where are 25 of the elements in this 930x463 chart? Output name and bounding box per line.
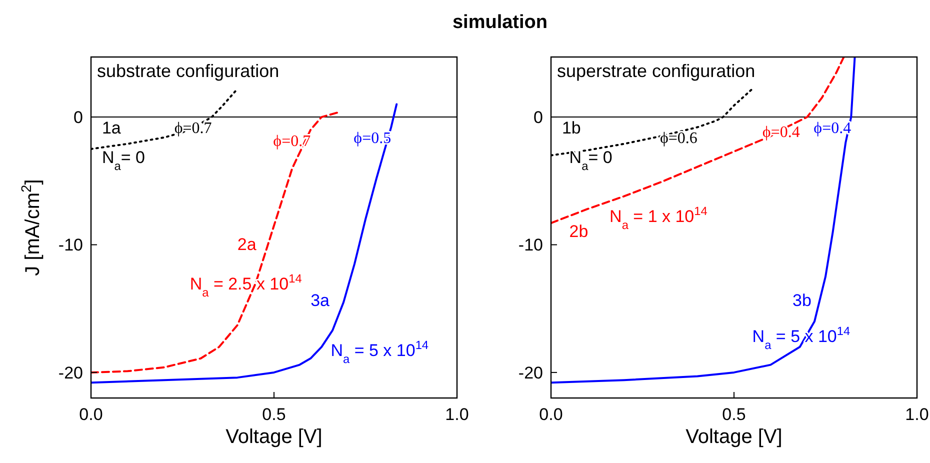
series-label: 1b N$_{a}$= 0 xyxy=(562,118,612,174)
y-tick-label: 0 xyxy=(534,108,543,128)
chart-subtitle: substrate configuration xyxy=(97,61,280,81)
text: 2a N$_{a}$ = 2.5 x 10$^{14}$ xyxy=(190,234,302,300)
y-tick-label: -10 xyxy=(518,236,543,255)
series-label: 1a N$_{a}$= 0 xyxy=(102,118,145,174)
x-tick-label: 1.0 xyxy=(905,405,929,424)
text: 3a N$_{a}$ = 5 x 10$^{14}$ xyxy=(310,291,429,366)
y-tick-label: -10 xyxy=(58,236,83,255)
text: simulation xyxy=(452,12,548,33)
chart-subtitle: superstrate configuration xyxy=(557,61,756,81)
x-tick-label: 0.0 xyxy=(539,405,563,424)
text: 2b N$_{a}$ = 1 x 10$^{14}$ xyxy=(569,204,708,242)
text: 3b N$_{a}$ = 5 x 10$^{14}$ xyxy=(752,291,850,352)
y-tick-label: -20 xyxy=(518,363,543,382)
x-tick-label: 1.0 xyxy=(445,405,469,424)
x-tick-label: 0.5 xyxy=(262,405,286,424)
x-axis-title: Voltage [V] xyxy=(226,426,322,448)
annotation: ϕ=0.6 xyxy=(660,130,698,148)
x-tick-label: 0.5 xyxy=(722,405,746,424)
x-tick-label: 0.0 xyxy=(79,405,103,424)
annotation: ϕ=0.7 xyxy=(273,132,311,150)
y-tick-label: 0 xyxy=(74,108,83,128)
x-axis-title: Voltage [V] xyxy=(686,426,782,448)
y-tick-label: -20 xyxy=(58,363,83,382)
